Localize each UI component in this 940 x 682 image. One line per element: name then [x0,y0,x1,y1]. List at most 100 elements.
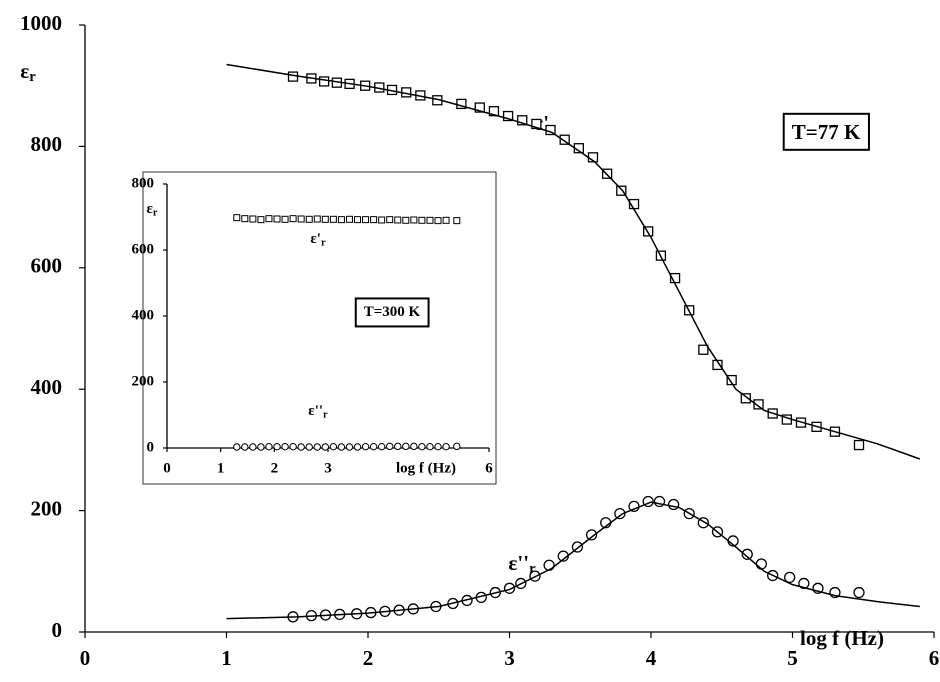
x-tick-label: 3 [504,646,515,670]
circle-marker [614,507,626,520]
x-tick-label: 4 [646,646,657,670]
square-marker [474,102,485,113]
circle-marker [329,442,338,451]
annotation-main: ε' [310,231,321,247]
circle-marker [289,442,297,451]
square-marker [442,216,450,224]
square-marker [502,110,514,122]
x-tick-label: 1 [217,460,225,476]
circle-marker [241,443,249,451]
circle-marker [313,443,321,451]
y-axis-label-main: ε [146,201,153,217]
annotation-main: T=300 K [364,304,421,320]
square-marker [305,215,313,223]
y-tick-label: 200 [132,373,155,389]
x-axis-label: log f (Hz) [800,626,884,650]
square-marker [329,215,337,223]
square-marker [740,393,751,404]
y-tick-label: 600 [31,254,63,278]
square-marker [418,216,426,224]
annotation-main: ε'' [308,403,323,419]
circle-marker [369,442,378,451]
square-marker [426,216,434,224]
annotation-sub: r [321,238,326,249]
square-marker [531,118,542,130]
x-axis-label: log f (Hz) [396,460,456,476]
annotation-sub: r [529,562,536,578]
annotation: T=300 K [364,304,421,320]
square-marker [517,115,528,126]
y-tick-label: 800 [31,132,63,156]
x-tick-label: 3 [324,460,332,476]
y-tick-label: 1000 [20,11,62,35]
x-tick-label: 1 [221,646,232,670]
y-tick-label: 400 [132,307,155,323]
square-marker [434,217,442,225]
square-marker [616,185,627,196]
square-marker [559,134,570,145]
square-marker [265,215,273,223]
x-tick-label: 6 [485,460,493,476]
circle-marker [741,548,753,560]
circle-marker [265,442,273,451]
circle-marker [798,577,810,590]
annotation-main: T=77 K [792,120,861,144]
square-marker [402,216,410,224]
circle-marker [394,442,402,451]
y-axis-label-main: ε [20,59,29,83]
y-tick-label: 400 [31,375,63,399]
fit-line [226,501,920,620]
square-marker [410,216,418,224]
circle-marker [257,443,265,451]
circle-marker [345,443,354,451]
square-marker [370,216,378,224]
circle-marker [337,443,346,451]
circle-marker [410,442,418,451]
y-tick-label: 200 [31,496,63,520]
square-marker [853,439,865,451]
circle-marker [402,442,410,451]
circle-marker [434,442,442,451]
square-marker [289,215,297,223]
circle-marker [377,442,386,451]
square-marker [453,217,461,225]
square-marker [386,216,394,224]
annotation-sub: r [323,410,328,421]
square-marker [394,216,402,224]
x-tick-label: 2 [271,460,279,476]
square-marker [313,215,321,223]
circle-marker [353,443,362,451]
y-axis-label-sub: r [29,70,36,86]
y-axis-label-sub: r [153,208,158,219]
circle-marker [418,442,426,451]
circle-marker [273,442,281,451]
annotation: ε'r [310,231,326,249]
y-tick-label: 800 [132,175,155,191]
y-axis-label: εr [146,201,157,219]
circle-marker [755,558,768,570]
circle-marker [784,571,796,584]
square-marker [337,216,345,224]
circle-marker [853,586,865,599]
square-marker [287,71,299,82]
square-marker [233,214,241,222]
square-marker [488,106,500,117]
y-tick-label: 600 [132,241,155,257]
square-marker [241,215,249,223]
x-tick-label: 6 [929,646,940,670]
square-marker [281,215,289,223]
square-marker [273,215,281,223]
annotation-box [354,297,430,328]
square-marker [753,399,764,410]
y-axis-label: εr [20,59,36,86]
x-tick-label: 0 [163,460,171,476]
square-marker [362,216,370,224]
circle-marker [543,559,555,571]
circle-marker [585,529,598,541]
square-marker [378,216,386,224]
square-marker [318,76,330,87]
circle-marker [321,443,330,451]
circle-marker [305,443,313,451]
